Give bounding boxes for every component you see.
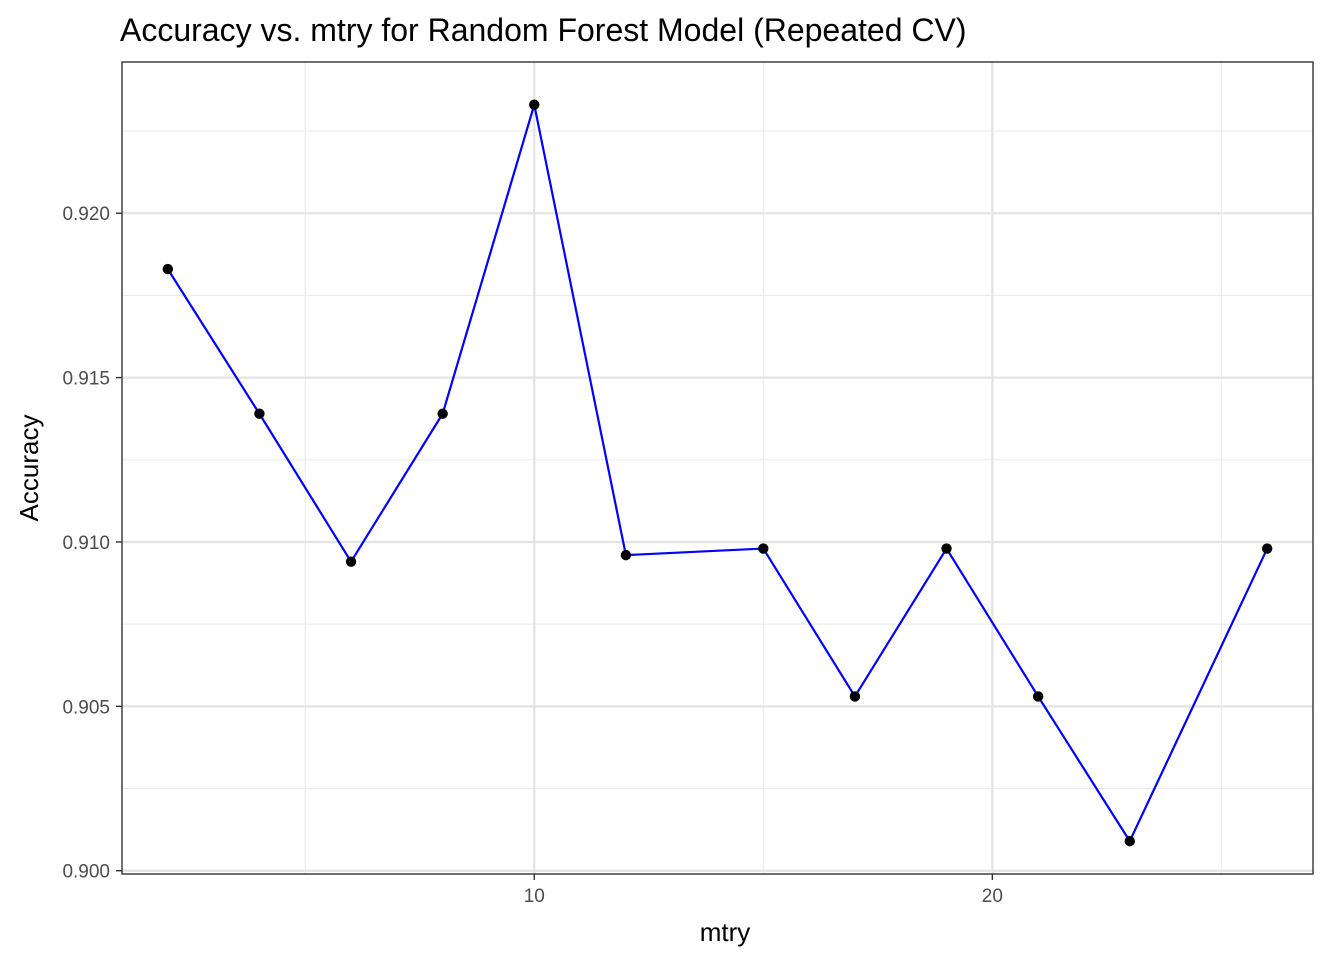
data-point	[437, 408, 448, 419]
x-axis-title: mtry	[700, 917, 751, 947]
x-tick-label: 20	[982, 886, 1003, 907]
x-tick-label: 10	[524, 886, 545, 907]
data-point	[162, 263, 174, 275]
data-point	[849, 691, 861, 702]
y-tick-label: 0.900	[62, 862, 110, 883]
data-point	[254, 408, 265, 419]
y-axis-title: Accuracy	[14, 415, 44, 522]
y-tick-label: 0.915	[62, 369, 110, 390]
data-point	[1032, 691, 1044, 702]
data-point	[345, 556, 357, 567]
data-point	[941, 543, 952, 554]
y-tick-label: 0.910	[62, 533, 110, 554]
chart-title: Accuracy vs. mtry for Random Forest Mode…	[120, 12, 967, 48]
data-point	[1124, 835, 1135, 847]
data-layer	[162, 99, 1273, 847]
series-line	[166, 103, 1269, 843]
plot-panel-border	[121, 61, 1314, 875]
y-tick-label: 0.905	[62, 697, 110, 718]
data-point	[758, 543, 769, 554]
grid-lines	[122, 62, 1313, 874]
y-tick-label: 0.920	[62, 204, 110, 225]
data-point	[620, 549, 632, 561]
axis-ticks: 10 20 0.900 0.905 0.910 0.915 0.920	[62, 204, 1002, 907]
data-point	[1261, 543, 1273, 554]
data-point	[529, 99, 540, 110]
